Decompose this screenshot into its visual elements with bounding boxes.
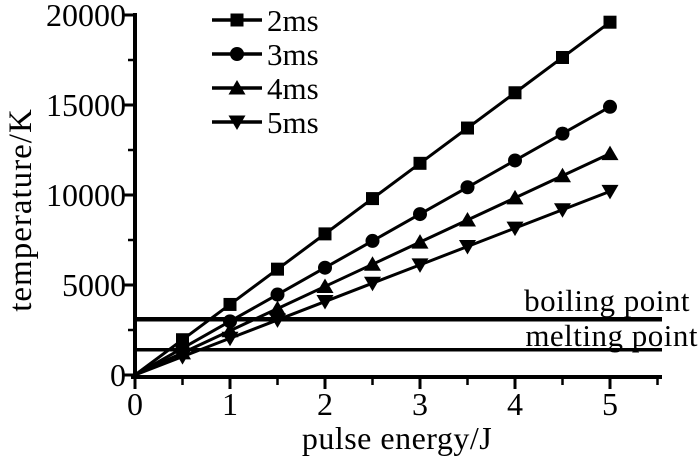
marker-square xyxy=(603,15,617,29)
reference-label-boiling: boiling point xyxy=(524,283,690,318)
marker-square xyxy=(556,50,569,64)
marker-triangle-down xyxy=(228,115,246,130)
y-tick-label: 20000 xyxy=(46,0,126,33)
marker-square xyxy=(230,13,244,27)
marker-circle xyxy=(413,207,427,222)
y-tick-label: 15000 xyxy=(46,87,126,123)
legend-label: 2ms xyxy=(267,3,319,38)
marker-triangle-down xyxy=(411,258,429,273)
marker-triangle-up xyxy=(364,256,381,271)
marker-triangle-down xyxy=(506,221,524,237)
y-axis-title: temperature/K xyxy=(3,108,39,312)
reference-line-group: boiling point xyxy=(133,283,690,322)
marker-circle xyxy=(270,287,285,302)
reference-label-melting: melting point xyxy=(525,318,698,353)
legend-label: 5ms xyxy=(267,105,319,140)
legend-item-4ms: 4ms xyxy=(212,71,319,106)
marker-square xyxy=(223,297,237,311)
marker-circle xyxy=(365,233,380,248)
marker-triangle-up xyxy=(411,234,429,249)
marker-square xyxy=(508,86,522,100)
marker-triangle-down xyxy=(459,239,476,255)
marker-square xyxy=(271,262,284,276)
marker-circle xyxy=(603,99,617,114)
legend-item-5ms: 5ms xyxy=(212,105,319,140)
marker-circle xyxy=(230,47,244,61)
legend-item-2ms: 2ms xyxy=(212,3,319,38)
legend-item-3ms: 3ms xyxy=(212,37,319,72)
marker-triangle-up xyxy=(554,167,571,183)
reference-line-group: melting point xyxy=(133,318,698,353)
marker-square xyxy=(366,192,379,206)
marker-triangle-down xyxy=(554,203,571,218)
marker-square xyxy=(413,156,427,170)
marker-square xyxy=(461,121,474,135)
marker-triangle-down xyxy=(364,276,381,292)
legend-label: 4ms xyxy=(267,71,319,106)
marker-circle xyxy=(223,314,237,329)
marker-triangle-down xyxy=(316,295,334,310)
marker-circle xyxy=(508,153,522,168)
marker-triangle-up xyxy=(601,145,619,161)
x-tick-label: 4 xyxy=(507,386,523,422)
series-5ms xyxy=(134,184,619,377)
x-tick-label: 1 xyxy=(222,386,238,422)
marker-triangle-down xyxy=(601,184,619,200)
marker-triangle-down xyxy=(174,350,191,365)
marker-triangle-up xyxy=(506,189,524,205)
marker-circle xyxy=(460,180,475,195)
y-tick-label: 0 xyxy=(110,357,126,393)
x-axis-title: pulse energy/J xyxy=(302,420,492,456)
marker-triangle-up xyxy=(228,80,246,95)
marker-square xyxy=(318,227,332,241)
marker-triangle-up xyxy=(316,278,334,293)
x-tick-label: 3 xyxy=(412,386,428,422)
y-tick-label: 5000 xyxy=(62,267,126,303)
marker-circle xyxy=(318,260,332,275)
marker-triangle-up xyxy=(459,212,476,227)
marker-triangle-up xyxy=(269,300,286,316)
legend-label: 3ms xyxy=(267,37,319,72)
marker-triangle-down xyxy=(269,313,286,328)
marker-triangle-down xyxy=(221,331,239,347)
marker-circle xyxy=(555,126,570,141)
series-3ms xyxy=(134,99,617,377)
x-tick-label: 2 xyxy=(317,386,333,422)
x-tick-label: 0 xyxy=(127,386,143,422)
y-tick-label: 10000 xyxy=(46,177,126,213)
x-tick-label: 5 xyxy=(602,386,618,422)
